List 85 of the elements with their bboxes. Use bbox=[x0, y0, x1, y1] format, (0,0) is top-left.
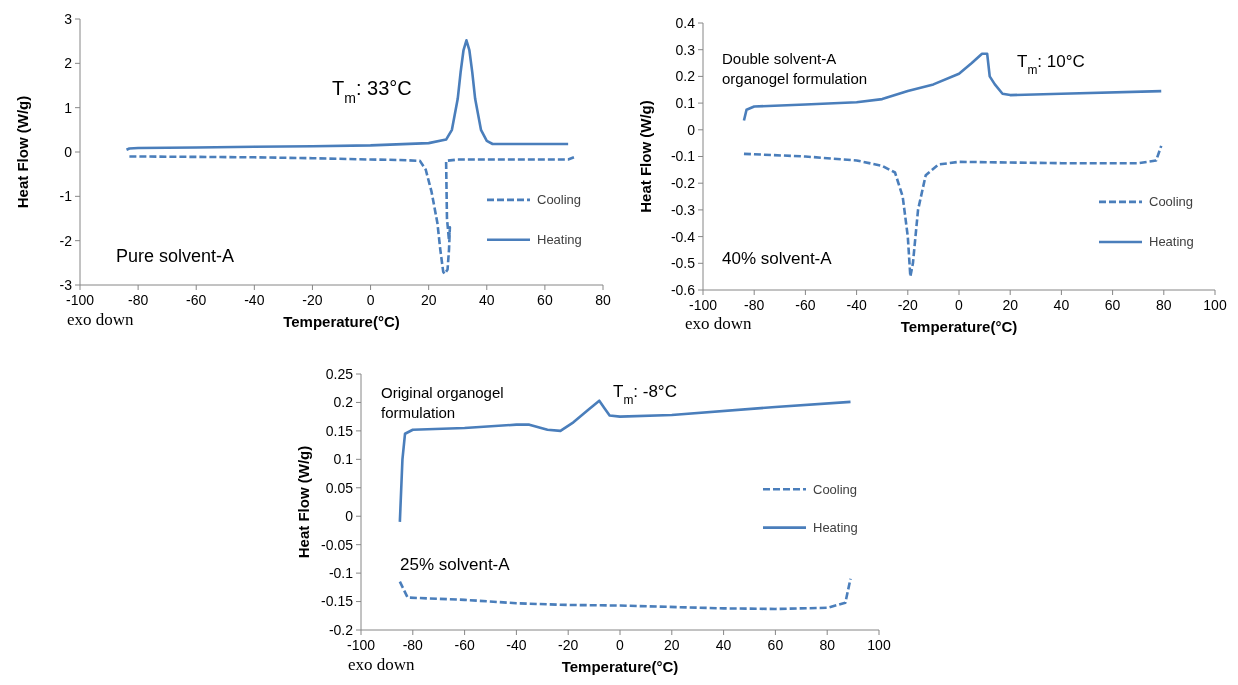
x-tick-label: -80 bbox=[744, 297, 765, 313]
x-tick-label: 40 bbox=[1053, 297, 1070, 313]
x-tick-label: 0 bbox=[366, 292, 375, 308]
x-tick-label: -40 bbox=[846, 297, 867, 313]
y-axis-title: Heat Flow (W/g) bbox=[637, 100, 654, 213]
y-tick-label: 3 bbox=[64, 10, 73, 27]
annotation: 40% solvent-A bbox=[722, 248, 833, 268]
y-tick-label: 0.15 bbox=[325, 422, 354, 439]
text: exo down bbox=[67, 309, 135, 329]
y-tick-label: 2 bbox=[64, 55, 73, 72]
text: exo down bbox=[348, 654, 416, 674]
x-tick-label: -100 bbox=[346, 637, 376, 653]
x-tick-label: -40 bbox=[506, 637, 527, 653]
y-tick-label: 0.1 bbox=[333, 451, 354, 468]
annotation: Pure solvent-A bbox=[116, 246, 235, 267]
legend-label: Heating bbox=[1149, 234, 1194, 250]
y-tick-label: -3 bbox=[59, 276, 73, 293]
y-tick-label: 1 bbox=[64, 99, 73, 116]
x-tick-label: -20 bbox=[897, 297, 919, 313]
y-tick-label: -0.2 bbox=[670, 175, 696, 192]
x-tick-label: -80 bbox=[127, 292, 149, 308]
y-tick-label: 0 bbox=[64, 143, 73, 160]
y-tick-label: -0.1 bbox=[328, 565, 354, 582]
x-tick-label: -80 bbox=[402, 637, 424, 653]
x-tick-label: 40 bbox=[478, 292, 495, 308]
x-tick-label: -100 bbox=[688, 297, 718, 313]
annotation: T$_{m}$: 10°C bbox=[1017, 51, 1085, 77]
y-tick-label: 0.2 bbox=[333, 394, 354, 411]
y-tick-label: 0.05 bbox=[325, 479, 354, 496]
x-tick-label: -20 bbox=[558, 637, 579, 653]
y-tick-label: 0.1 bbox=[675, 95, 696, 111]
y-tick-label: -1 bbox=[59, 188, 73, 205]
x-tick-label: 20 bbox=[664, 637, 680, 653]
x-axis-title: Temperature(°C) bbox=[283, 313, 400, 330]
annotation: Original organogel formulation bbox=[381, 384, 504, 421]
y-tick-label: -0.5 bbox=[670, 255, 696, 272]
y-tick-label: 0 bbox=[687, 121, 696, 138]
x-tick-label: 80 bbox=[819, 637, 836, 653]
x-tick-label: 60 bbox=[1104, 297, 1121, 313]
x-tick-label: 0 bbox=[616, 637, 625, 653]
x-axis-title: Temperature(°C) bbox=[900, 318, 1018, 335]
x-tick-label: -100 bbox=[65, 292, 95, 308]
annotation: Double solvent-A organogel formulation bbox=[722, 50, 868, 87]
x-tick-label: 60 bbox=[767, 637, 784, 653]
y-tick-label: -0.3 bbox=[670, 201, 696, 218]
annotation: T$_{m}$: -8°C bbox=[613, 381, 677, 407]
x-tick-label: -40 bbox=[244, 292, 265, 308]
x-tick-label: 20 bbox=[420, 292, 437, 308]
legend-label: Heating bbox=[537, 232, 582, 248]
y-tick-label: -0.6 bbox=[670, 281, 696, 298]
legend-label: Cooling bbox=[537, 192, 582, 208]
legend-label: Heating bbox=[813, 520, 858, 536]
y-tick-label: -0.15 bbox=[321, 593, 354, 610]
line-series bbox=[398, 577, 852, 611]
legend-label: Cooling bbox=[1149, 194, 1194, 210]
x-tick-label: 100 bbox=[1203, 297, 1227, 313]
y-tick-label: 0 bbox=[345, 508, 354, 525]
y-tick-label: -0.4 bbox=[670, 228, 696, 245]
x-tick-label: -60 bbox=[186, 292, 207, 308]
y-tick-label: -2 bbox=[59, 232, 73, 249]
y-axis-title: Heat Flow (W/g) bbox=[295, 445, 312, 559]
x-tick-label: 40 bbox=[715, 637, 732, 653]
annotation: T$_{m}$: 33°C bbox=[332, 77, 412, 106]
text: exo down bbox=[685, 313, 753, 333]
x-tick-label: 100 bbox=[867, 637, 891, 653]
y-tick-label: -0.05 bbox=[321, 536, 354, 553]
x-tick-label: 80 bbox=[1156, 297, 1172, 313]
line-series bbox=[125, 38, 570, 152]
x-tick-label: -60 bbox=[795, 297, 816, 313]
y-tick-label: 0.25 bbox=[325, 365, 354, 382]
y-tick-label: 0.2 bbox=[675, 68, 696, 85]
y-axis-title: Heat Flow (W/g) bbox=[14, 95, 31, 209]
y-tick-label: 0.4 bbox=[675, 14, 696, 31]
y-tick-label: 0.3 bbox=[675, 41, 696, 58]
x-tick-label: -60 bbox=[454, 637, 475, 653]
annotation: 25% solvent-A bbox=[400, 554, 511, 574]
x-tick-label: -20 bbox=[302, 292, 323, 308]
x-tick-label: 20 bbox=[1002, 297, 1019, 313]
x-tick-label: 80 bbox=[595, 292, 611, 308]
x-tick-label: 60 bbox=[537, 292, 553, 308]
x-axis-title: Temperature(°C) bbox=[561, 658, 679, 675]
legend-label: Cooling bbox=[813, 481, 858, 497]
y-tick-label: -0.2 bbox=[328, 621, 354, 638]
x-tick-label: 0 bbox=[955, 297, 964, 313]
y-tick-label: -0.1 bbox=[670, 148, 696, 165]
